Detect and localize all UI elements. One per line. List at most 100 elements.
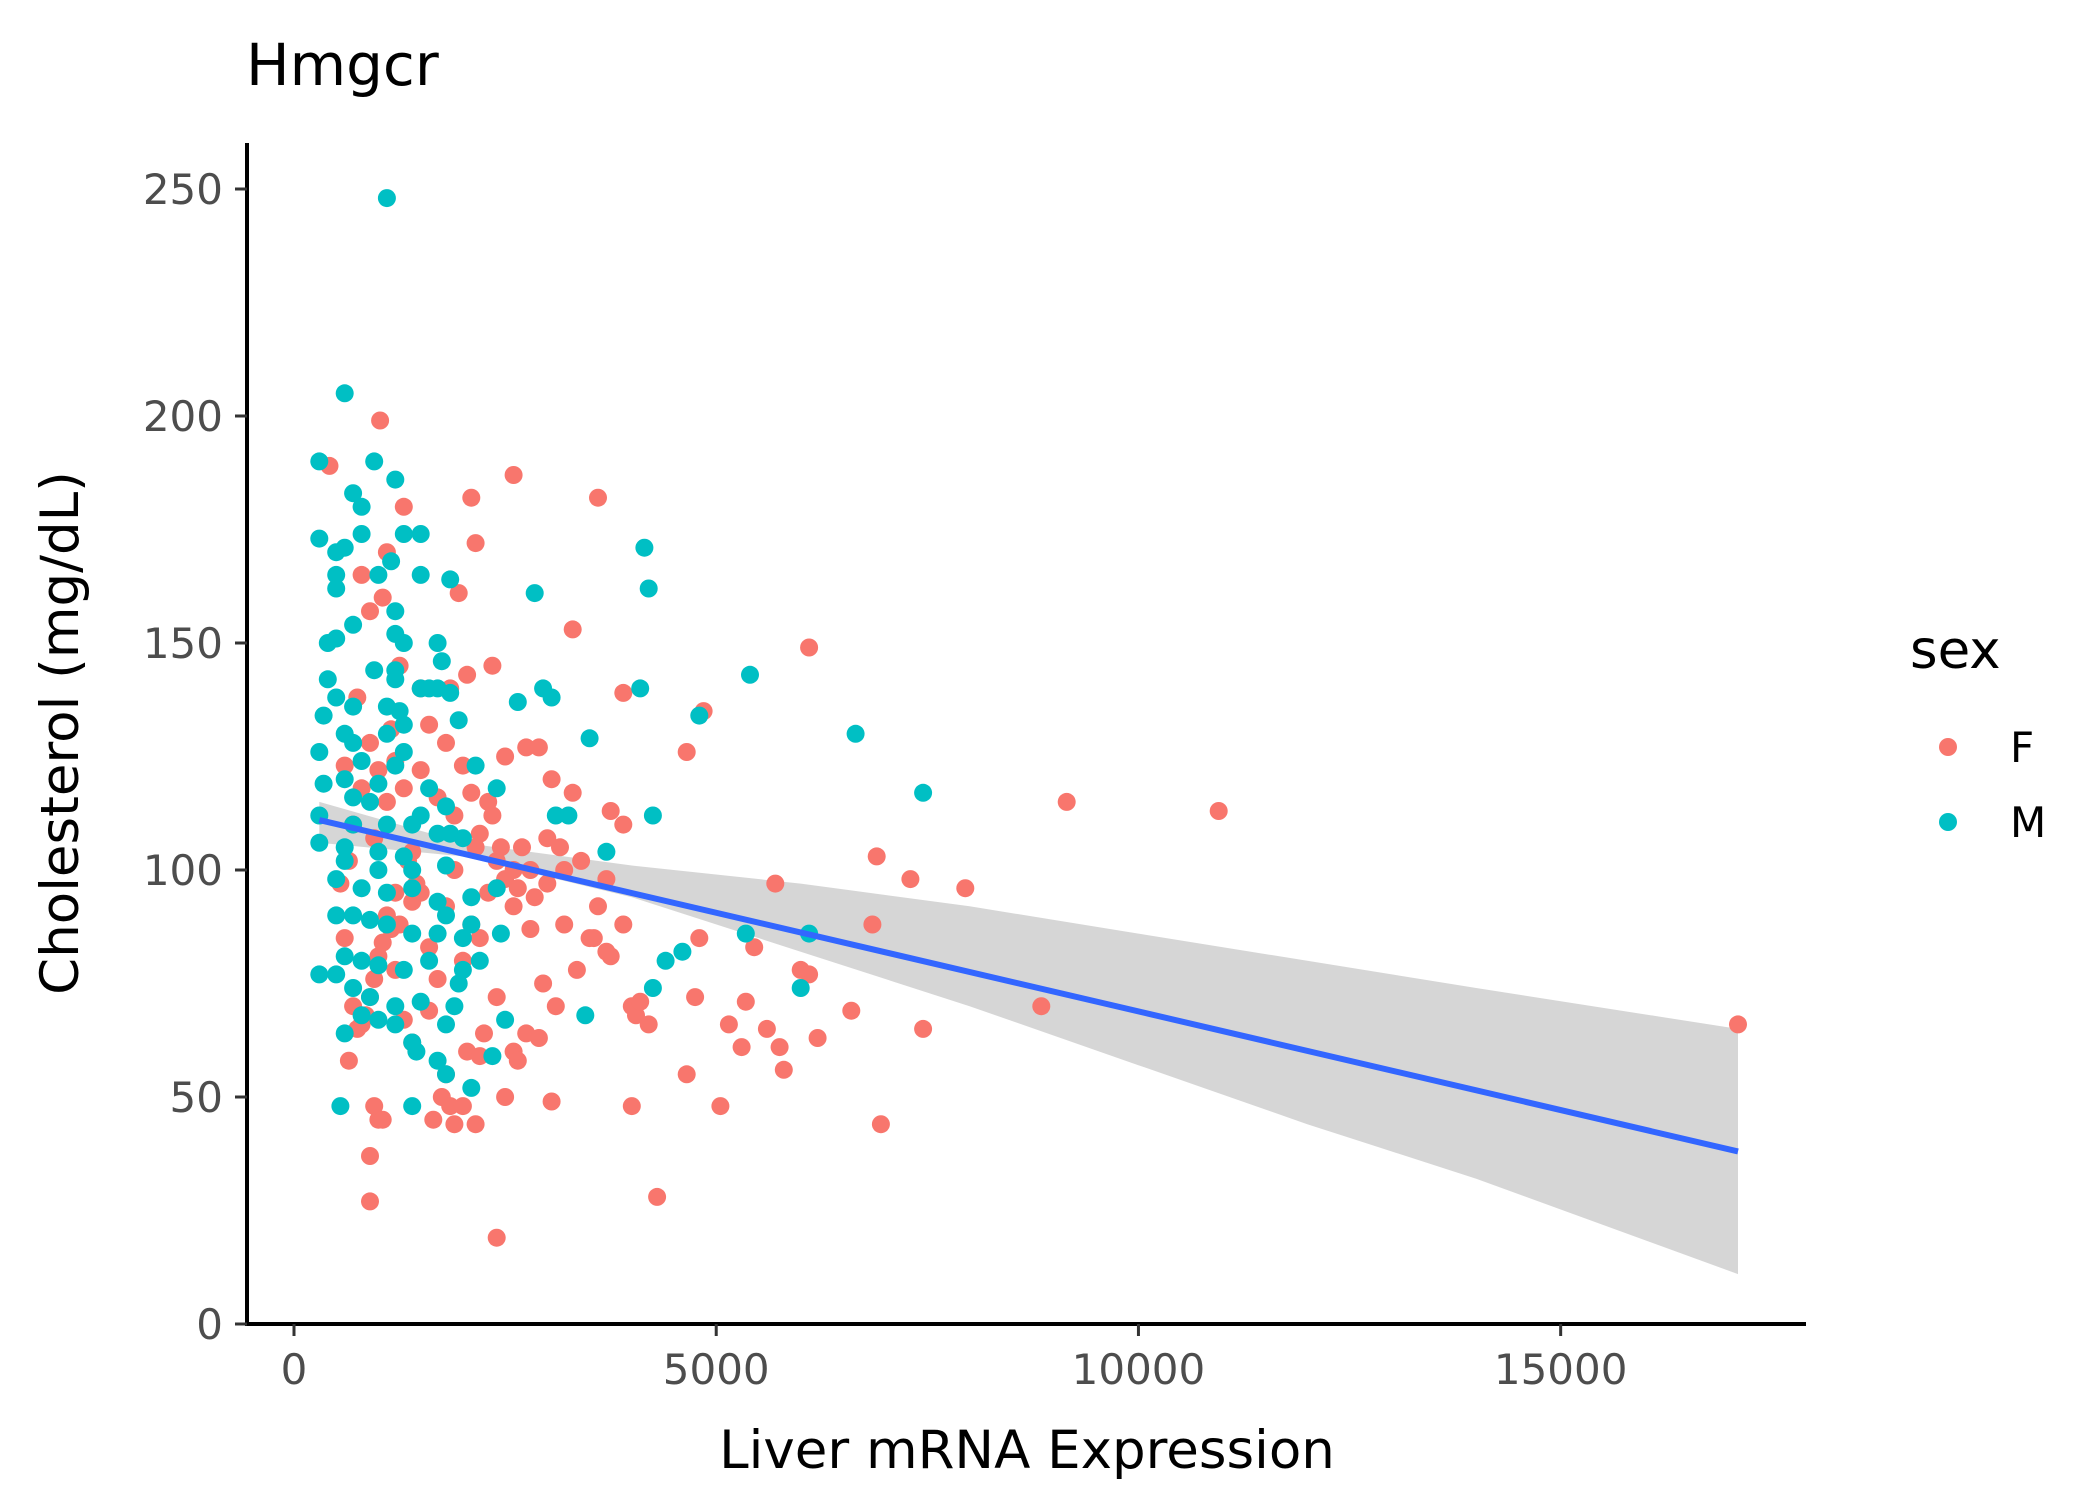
data-point-m [487, 879, 506, 898]
data-point-m [394, 634, 413, 652]
data-point-m [445, 997, 464, 1016]
data-point-m [361, 910, 379, 929]
data-point-m [310, 833, 329, 852]
data-point-f [470, 929, 489, 948]
data-point-f [441, 1097, 460, 1116]
trend-line [318, 817, 1739, 1155]
data-point-m [310, 743, 329, 761]
data-point-m [327, 870, 346, 889]
data-point-m [643, 979, 662, 997]
data-point-f [901, 870, 920, 889]
legend: sex FM [1910, 620, 2046, 847]
data-point-f [745, 938, 764, 957]
data-point-f [470, 1047, 489, 1066]
data-point-f [371, 411, 390, 430]
data-point-m [369, 861, 388, 879]
data-point-f [627, 1006, 645, 1025]
data-point-m [453, 829, 472, 848]
data-point-f [361, 1147, 379, 1165]
data-point-f [867, 847, 886, 866]
data-point-f [487, 988, 506, 1007]
data-point-m [335, 384, 354, 403]
data-point-f [335, 929, 354, 948]
x-axis-ticks: 0 5000 10000 15000 [281, 1324, 1627, 1394]
data-point-f [863, 915, 882, 934]
data-point-m [449, 974, 468, 993]
data-point-m [365, 452, 384, 471]
data-point-m [361, 792, 379, 811]
y-tick-label: 50 [170, 1073, 223, 1122]
data-point-m [394, 715, 413, 734]
data-point-m [453, 960, 472, 979]
legend-title: sex [1910, 620, 2001, 681]
data-point-m [656, 951, 675, 970]
data-point-f [534, 974, 553, 993]
data-point-f [445, 1115, 464, 1134]
data-point-m [631, 679, 650, 698]
data-point-m [377, 915, 396, 934]
data-point-f [1032, 997, 1051, 1016]
data-point-f [483, 806, 502, 825]
data-point-m [411, 525, 430, 543]
data-point-m [377, 724, 396, 743]
data-point-f [361, 602, 379, 621]
data-point-f [546, 997, 565, 1016]
data-point-m [352, 879, 371, 898]
data-point-m [335, 947, 354, 966]
data-point-f [462, 783, 481, 802]
data-point-f [597, 942, 616, 961]
data-point-m [386, 756, 405, 775]
legend-label: M [2010, 798, 2046, 847]
data-point-m [377, 815, 396, 834]
data-point-m [331, 1097, 350, 1116]
data-point-m [496, 1010, 515, 1029]
data-point-f [842, 1001, 861, 1020]
data-point-f [686, 988, 705, 1007]
data-point-m [428, 634, 447, 652]
data-point-m [365, 661, 384, 680]
data-point-m [369, 565, 388, 584]
data-point-f [335, 756, 354, 775]
trend-line-layer [318, 817, 1739, 1155]
data-point-m [643, 806, 662, 825]
data-point-m [344, 484, 363, 503]
data-point-m [428, 824, 447, 843]
data-point-f [800, 965, 819, 984]
data-point-f [555, 915, 574, 934]
data-point-f [475, 1024, 493, 1043]
data-point-m [386, 1015, 405, 1034]
data-point-m [428, 924, 447, 943]
y-axis-title: Cholesterol (mg/dL) [30, 471, 91, 995]
data-point-m [483, 1047, 502, 1066]
data-point-f [373, 933, 392, 952]
data-point-f [690, 929, 709, 948]
data-point-f [449, 584, 468, 603]
data-point-f [352, 565, 371, 584]
data-point-f [648, 1187, 667, 1206]
data-point-f [563, 620, 582, 639]
data-point-f [542, 1092, 561, 1111]
data-point-f [584, 929, 603, 948]
data-point-m [335, 851, 354, 870]
y-tick-label: 200 [143, 392, 223, 441]
data-point-f [914, 1019, 933, 1038]
data-point-m [377, 883, 396, 902]
y-tick-label: 250 [143, 165, 223, 214]
data-point-m [310, 452, 329, 471]
data-point-f [508, 879, 527, 898]
data-point-m [559, 806, 578, 825]
data-point-f [373, 1110, 392, 1129]
data-point-m [580, 729, 599, 748]
data-point-f [732, 1038, 751, 1057]
data-point-f [487, 1228, 506, 1247]
data-point-f [453, 756, 472, 775]
data-point-f [513, 838, 531, 857]
data-point-f [614, 915, 633, 934]
data-point-m [377, 189, 396, 208]
data-point-m [437, 856, 455, 875]
data-point-m [487, 779, 506, 798]
data-point-f [504, 466, 523, 484]
data-point-m [491, 924, 510, 943]
data-point-m [846, 724, 865, 743]
